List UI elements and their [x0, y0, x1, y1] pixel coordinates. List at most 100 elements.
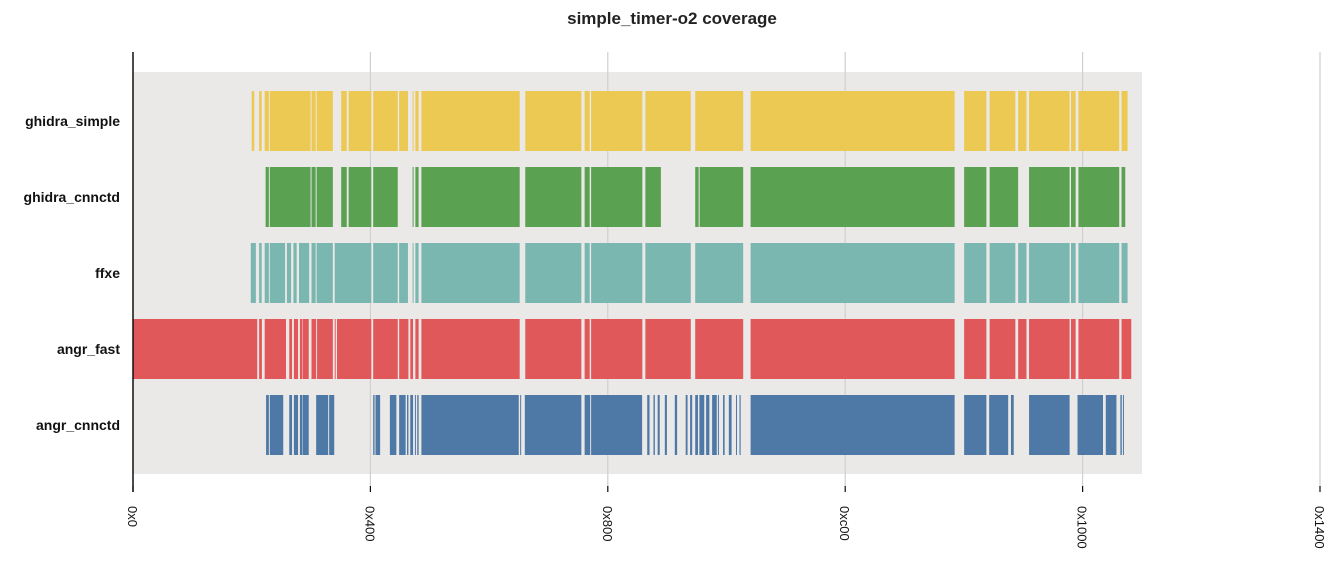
coverage-bar	[750, 91, 955, 151]
coverage-bar	[373, 243, 398, 303]
coverage-bar	[690, 395, 693, 455]
series-ghidra_simple	[251, 91, 1128, 151]
coverage-bar	[1018, 243, 1027, 303]
coverage-bar	[1121, 91, 1128, 151]
coverage-bar	[712, 395, 717, 455]
coverage-bar	[524, 395, 582, 455]
coverage-bar	[269, 243, 286, 303]
coverage-bar	[1071, 91, 1076, 151]
coverage-bar	[591, 167, 643, 227]
coverage-bar	[410, 395, 414, 455]
coverage-bar	[421, 167, 520, 227]
coverage-bar	[717, 395, 719, 455]
coverage-bar	[311, 91, 316, 151]
x-tick-label: 0x1000	[1075, 506, 1090, 549]
coverage-bar	[250, 243, 256, 303]
coverage-bar	[421, 395, 519, 455]
coverage-bar	[415, 91, 419, 151]
coverage-bar	[259, 319, 262, 379]
y-tick-label: angr_fast	[57, 341, 120, 357]
coverage-bar	[1071, 167, 1076, 227]
coverage-bar	[525, 243, 582, 303]
coverage-bar	[1029, 319, 1070, 379]
y-tick-label: ghidra_simple	[25, 113, 120, 129]
coverage-bar	[699, 395, 705, 455]
coverage-bar	[584, 243, 590, 303]
coverage-bar	[739, 395, 741, 455]
coverage-bar	[373, 167, 398, 227]
coverage-bar	[645, 91, 691, 151]
coverage-bar	[1018, 319, 1027, 379]
coverage-bar	[695, 319, 744, 379]
coverage-bar	[525, 319, 582, 379]
coverage-bar	[584, 319, 590, 379]
coverage-bar	[591, 243, 643, 303]
coverage-bar	[293, 243, 297, 303]
x-tick-label: 0x0	[125, 506, 140, 527]
coverage-bar	[286, 243, 292, 303]
coverage-bar	[259, 243, 262, 303]
coverage-bar	[964, 243, 987, 303]
series-ffxe	[250, 243, 1128, 303]
y-tick-label: ghidra_cnnctd	[24, 189, 120, 205]
x-tick-label: 0xc00	[837, 506, 852, 541]
x-tick-label: 0x400	[362, 506, 377, 541]
coverage-bar	[316, 243, 333, 303]
coverage-bar	[337, 319, 372, 379]
coverage-bar	[1120, 395, 1122, 455]
coverage-bar	[989, 319, 1016, 379]
coverage-bar	[695, 91, 744, 151]
coverage-bar	[373, 319, 398, 379]
coverage-bar	[299, 319, 303, 379]
coverage-bar	[311, 319, 317, 379]
coverage-bar	[269, 395, 284, 455]
series-ghidra_cnnctd	[265, 167, 1126, 227]
coverage-bar	[1071, 319, 1076, 379]
coverage-bar	[695, 167, 699, 227]
coverage-bars	[133, 91, 1132, 455]
coverage-bar	[269, 167, 311, 227]
coverage-bar	[399, 243, 408, 303]
coverage-bar	[414, 395, 416, 455]
coverage-bar	[1010, 395, 1014, 455]
y-tick-label: angr_cnnctd	[36, 417, 120, 433]
coverage-bar	[989, 243, 1016, 303]
coverage-bar	[421, 91, 520, 151]
coverage-bar	[264, 319, 287, 379]
coverage-bar	[664, 395, 667, 455]
coverage-bar	[1121, 319, 1132, 379]
coverage-bar	[348, 167, 372, 227]
coverage-bar	[373, 395, 375, 455]
coverage-bar	[750, 319, 955, 379]
coverage-bar	[695, 243, 744, 303]
coverage-bar	[412, 243, 414, 303]
coverage-bar	[584, 395, 591, 455]
coverage-bar	[1071, 243, 1076, 303]
coverage-bar	[989, 167, 1019, 227]
series-angr_cnnctd	[266, 395, 1124, 455]
coverage-bar	[399, 319, 409, 379]
coverage-bar	[1078, 319, 1120, 379]
coverage-bar	[389, 395, 397, 455]
coverage-bar	[647, 395, 650, 455]
coverage-bar	[251, 91, 255, 151]
coverage-bar	[421, 319, 520, 379]
coverage-bar	[1078, 91, 1120, 151]
coverage-bar	[1105, 395, 1117, 455]
coverage-bar	[293, 395, 299, 455]
coverage-bar	[1121, 167, 1126, 227]
coverage-bar	[750, 395, 955, 455]
coverage-bar	[302, 395, 309, 455]
coverage-bar	[329, 395, 335, 455]
coverage-bar	[415, 319, 419, 379]
coverage-bar	[645, 319, 691, 379]
coverage-bar	[311, 243, 316, 303]
coverage-bar	[265, 167, 269, 227]
coverage-bar	[584, 91, 590, 151]
coverage-bar	[293, 319, 299, 379]
coverage-bar	[736, 395, 738, 455]
coverage-bar	[415, 167, 419, 227]
coverage-bar	[266, 395, 269, 455]
coverage-bar	[399, 395, 406, 455]
